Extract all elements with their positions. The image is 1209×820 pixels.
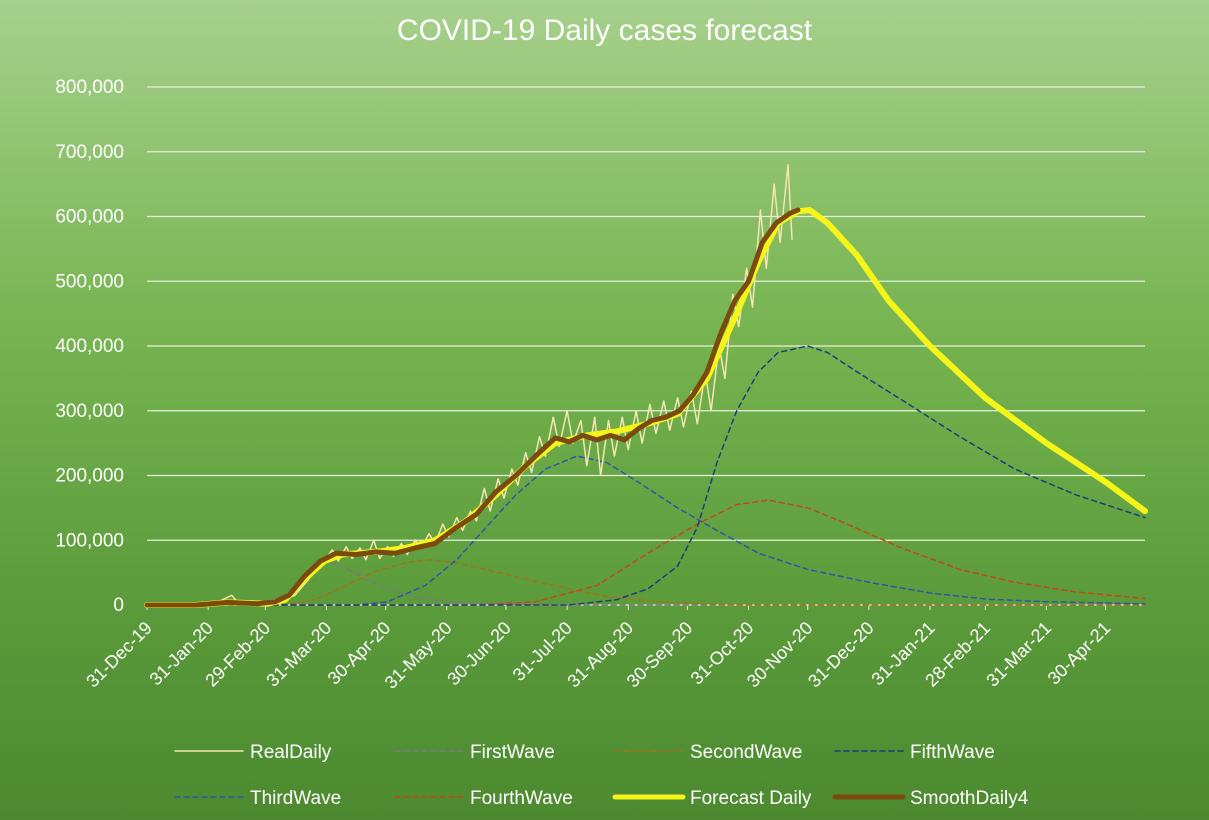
legend-label: RealDaily	[250, 742, 332, 763]
series-line-smoothdaily4	[144, 207, 801, 608]
legend-label: Forecast Daily	[690, 788, 812, 809]
x-tick-label: 31-Dec-20	[804, 618, 878, 692]
x-tick-label: 30-Jun-20	[443, 618, 514, 689]
series-line-fifthwave	[146, 345, 1146, 606]
x-axis: 31-Dec-1931-Jan-2029-Feb-2031-Mar-2030-A…	[82, 605, 1114, 693]
series-line-thirdwave	[146, 455, 1146, 606]
y-tick-label: 700,000	[55, 142, 124, 163]
gridlines	[147, 86, 1145, 606]
legend-label: FirstWave	[470, 742, 555, 763]
legend-label: FourthWave	[470, 788, 573, 809]
series-line-fourthwave	[146, 499, 1146, 606]
legend: RealDaily FirstWave SecondWave FifthWave Thi…	[174, 742, 1029, 809]
x-tick-label: 31-Mar-20	[262, 618, 335, 691]
chart-title: COVID-19 Daily cases forecast	[396, 14, 813, 47]
y-tick-label: 600,000	[55, 207, 124, 228]
x-tick-label: 30-Apr-21	[1044, 618, 1115, 689]
series-line-secondwave	[146, 558, 1146, 606]
x-tick-label: 31-Dec-19	[82, 618, 156, 692]
y-tick-label: 800,000	[55, 77, 124, 98]
legend-label: SecondWave	[690, 742, 802, 763]
y-tick-label: 0	[113, 595, 124, 616]
legend-label: ThirdWave	[250, 788, 341, 809]
y-axis: 0 100,000 200,000 300,000 400,000 500,000 600,…	[55, 77, 124, 616]
legend-label: SmoothDaily4	[910, 788, 1029, 809]
series-lines	[144, 163, 1148, 608]
x-tick-label: 31-Mar-21	[982, 618, 1055, 691]
y-tick-label: 200,000	[55, 466, 124, 487]
y-tick-label: 400,000	[55, 336, 124, 357]
y-tick-label: 500,000	[55, 271, 124, 292]
legend-label: FifthWave	[910, 742, 995, 763]
series-line-forecast-daily	[144, 207, 1148, 608]
y-tick-label: 300,000	[55, 401, 124, 422]
x-tick-label: 31-May-20	[381, 618, 456, 693]
y-tick-label: 100,000	[55, 530, 124, 551]
series-line-realdaily	[146, 163, 793, 606]
